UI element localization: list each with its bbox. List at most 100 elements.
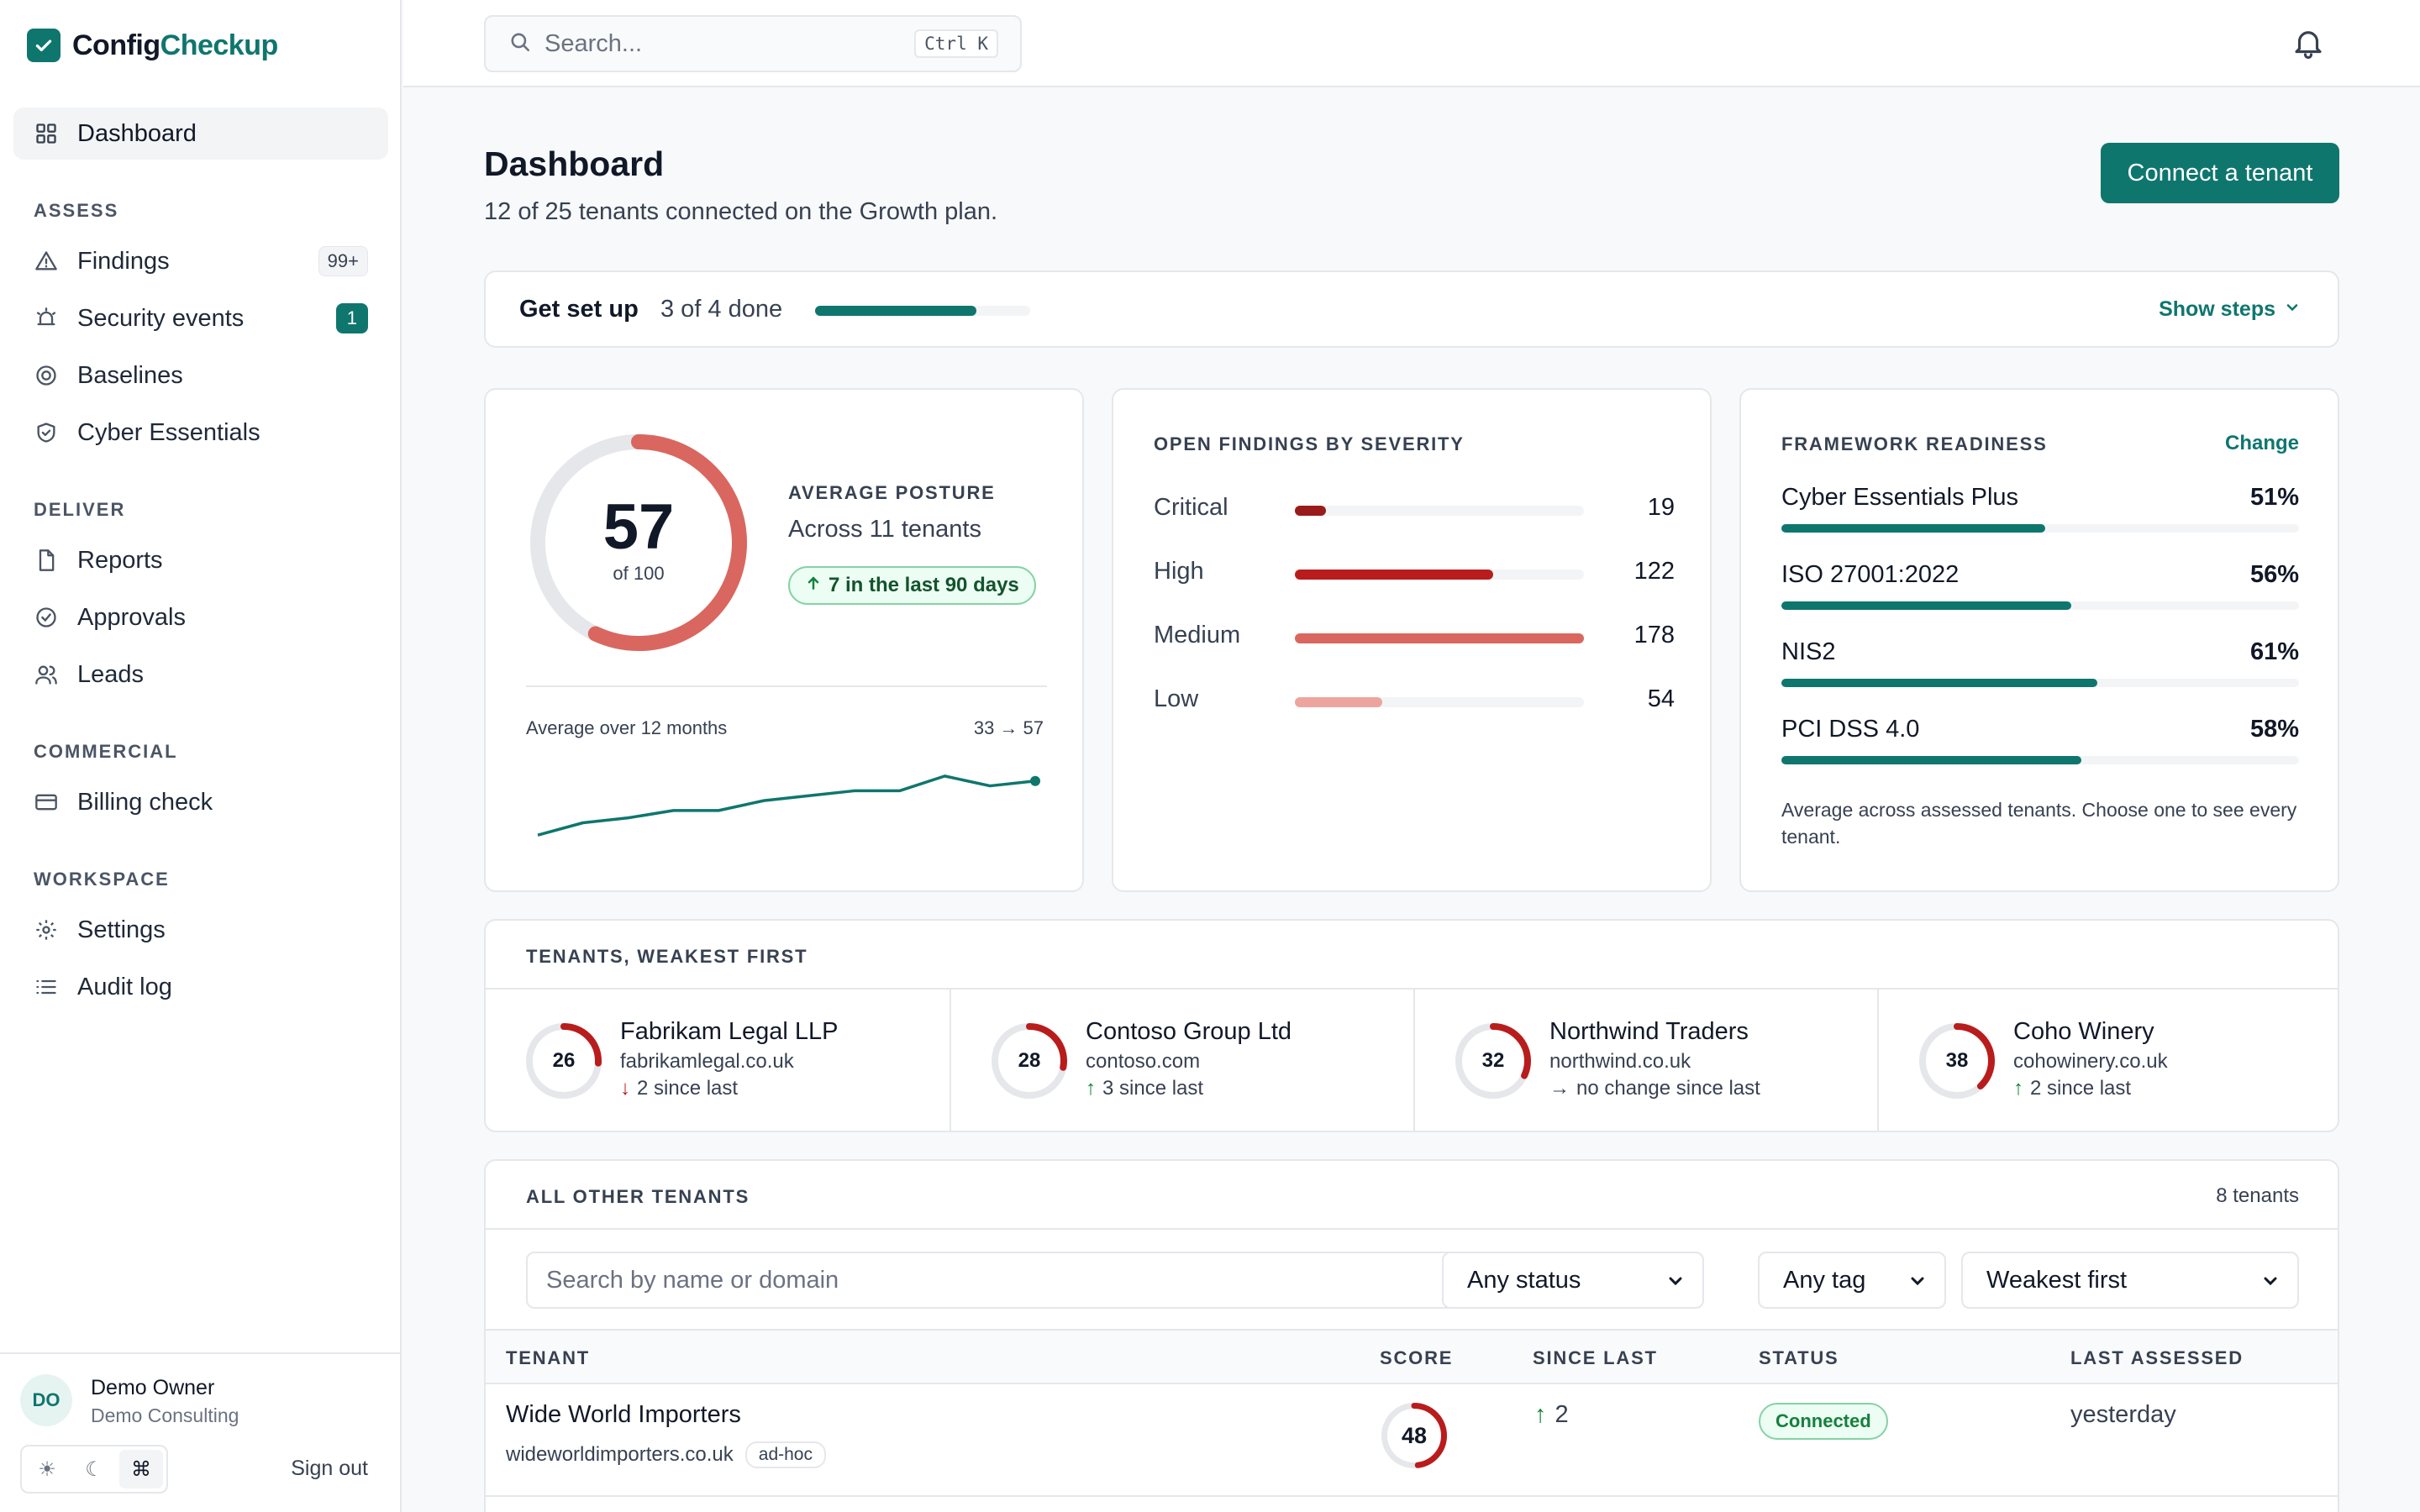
weak-tenant-card[interactable]: 26 Fabrikam Legal LLP fabrikamlegal.co.u… bbox=[486, 990, 950, 1132]
weak-tenant-card[interactable]: 32 Northwind Traders northwind.co.uk → no… bbox=[1413, 990, 1877, 1132]
target-icon bbox=[34, 363, 59, 388]
severity-bar bbox=[1295, 633, 1584, 643]
status-filter-select[interactable]: Any status bbox=[1442, 1252, 1704, 1309]
tenant-domain: northwind.co.uk bbox=[1549, 1050, 1691, 1073]
sidebar-item-cyber-essentials[interactable]: Cyber Essentials bbox=[13, 407, 388, 459]
search-shortcut: Ctrl K bbox=[914, 29, 998, 58]
global-search[interactable]: Search... Ctrl K bbox=[484, 15, 1022, 72]
tenant-score: 26 bbox=[552, 1049, 576, 1072]
sidebar-item-label: Dashboard bbox=[77, 119, 197, 147]
column-header-tenant[interactable]: TENANT bbox=[506, 1347, 591, 1368]
setup-progress-text: 3 of 4 done bbox=[660, 296, 783, 323]
tenant-delta: ↓ 2 since last bbox=[620, 1077, 738, 1100]
sidebar: ConfigCheckup Dashboard ASSESS Findings … bbox=[0, 0, 402, 1512]
severity-row-low[interactable]: Low 54 bbox=[1154, 685, 1675, 719]
tenant-delta-text: 2 since last bbox=[2030, 1077, 2132, 1100]
weakest-eyebrow: TENANTS, WEAKEST FIRST bbox=[526, 946, 808, 967]
severity-count: 19 bbox=[1647, 494, 1675, 521]
column-header-score[interactable]: SCORE bbox=[1380, 1347, 1454, 1368]
tenant-domain: wideworldimporters.co.uk bbox=[506, 1443, 734, 1466]
weak-tenant-card[interactable]: 28 Contoso Group Ltd contoso.com ↑ 3 sinc… bbox=[950, 990, 1413, 1132]
posture-history-range: 33 → 57 bbox=[973, 717, 1044, 738]
chevron-down-icon bbox=[1665, 1270, 1686, 1298]
severity-eyebrow: OPEN FINDINGS BY SEVERITY bbox=[1154, 433, 1465, 454]
framework-row[interactable]: Cyber Essentials Plus 51% bbox=[1781, 484, 2299, 538]
dark-theme-icon[interactable]: ☾ bbox=[85, 1457, 103, 1481]
tenant-score: 48 bbox=[1401, 1422, 1428, 1448]
light-theme-icon[interactable]: ☀ bbox=[38, 1457, 56, 1481]
system-theme-icon[interactable]: ⌘ bbox=[119, 1450, 163, 1488]
bell-icon[interactable] bbox=[2291, 25, 2326, 60]
sidebar-item-label: Audit log bbox=[77, 973, 172, 1000]
gear-icon bbox=[34, 917, 59, 942]
sidebar-item-findings[interactable]: Findings 99+ bbox=[13, 235, 388, 287]
column-header-last-assessed[interactable]: LAST ASSESSED bbox=[2070, 1347, 2244, 1368]
change-framework-link[interactable]: Change bbox=[2224, 432, 2299, 454]
posture-trend-badge: 7 in the last 90 days bbox=[788, 566, 1036, 605]
sidebar-item-security-events[interactable]: Security events 1 bbox=[13, 292, 388, 344]
page-title: Dashboard bbox=[484, 144, 665, 183]
severity-bar-fill bbox=[1295, 506, 1326, 516]
sidebar-item-approvals[interactable]: Approvals bbox=[13, 591, 388, 643]
sidebar-item-label: Baselines bbox=[77, 361, 183, 389]
tenant-delta: ↑ 3 since last bbox=[1086, 1077, 1203, 1100]
grid-icon bbox=[34, 121, 59, 146]
status-filter-value: Any status bbox=[1467, 1266, 1581, 1294]
framework-row[interactable]: NIS2 61% bbox=[1781, 638, 2299, 692]
framework-bar bbox=[1781, 524, 2299, 533]
severity-name: Medium bbox=[1154, 622, 1241, 648]
posture-score: 57 bbox=[602, 491, 675, 563]
severity-row-critical[interactable]: Critical 19 bbox=[1154, 494, 1675, 528]
framework-name: Cyber Essentials Plus bbox=[1781, 484, 2019, 511]
tenant-name: Fabrikam Legal LLP bbox=[620, 1018, 839, 1045]
sign-out-link[interactable]: Sign out bbox=[291, 1457, 368, 1480]
severity-row-medium[interactable]: Medium 178 bbox=[1154, 622, 1675, 655]
severity-count: 54 bbox=[1647, 685, 1675, 712]
search-placeholder: Search... bbox=[544, 29, 643, 57]
framework-percent: 51% bbox=[2249, 484, 2299, 511]
tenant-delta: ↑ 2 since last bbox=[2013, 1077, 2131, 1100]
status-badge: Connected bbox=[1759, 1403, 1888, 1440]
column-header-status[interactable]: STATUS bbox=[1759, 1347, 1839, 1368]
tenant-delta-text: no change since last bbox=[1576, 1077, 1760, 1100]
framework-bar-fill bbox=[1781, 601, 2071, 610]
tenant-delta-text: 3 since last bbox=[1102, 1077, 1204, 1100]
sidebar-item-billing-check[interactable]: Billing check bbox=[13, 776, 388, 828]
show-steps-button[interactable]: Show steps bbox=[2159, 297, 2301, 322]
tenant-search-input[interactable] bbox=[526, 1252, 1465, 1309]
avatar[interactable]: DO bbox=[20, 1374, 72, 1426]
divider bbox=[526, 685, 1047, 687]
sort-select[interactable]: Weakest first bbox=[1961, 1252, 2299, 1309]
framework-row[interactable]: ISO 27001:2022 56% bbox=[1781, 561, 2299, 615]
since-last-value: 2 bbox=[1555, 1401, 1569, 1428]
last-assessed: yesterday bbox=[2070, 1401, 2176, 1428]
connect-tenant-button[interactable]: Connect a tenant bbox=[2101, 143, 2339, 203]
sidebar-item-baselines[interactable]: Baselines bbox=[13, 349, 388, 402]
severity-row-high[interactable]: High 122 bbox=[1154, 558, 1675, 591]
findings-severity-card: OPEN FINDINGS BY SEVERITY Critical 19 Hi… bbox=[1112, 388, 1712, 892]
sidebar-item-reports[interactable]: Reports bbox=[13, 534, 388, 586]
app-logo[interactable]: ConfigCheckup bbox=[27, 29, 278, 62]
table-row[interactable]: Wide World Importers wideworldimporters.… bbox=[486, 1384, 2338, 1497]
theme-toggle: ☀ ☾ ⌘ bbox=[20, 1445, 168, 1494]
sidebar-item-leads[interactable]: Leads bbox=[13, 648, 388, 701]
page-subtitle: 12 of 25 tenants connected on the Growth… bbox=[484, 198, 998, 225]
search-icon bbox=[509, 31, 531, 57]
tenant-name: Contoso Group Ltd bbox=[1086, 1018, 1292, 1045]
severity-name: High bbox=[1154, 558, 1204, 585]
weak-tenant-card[interactable]: 38 Coho Winery cohowinery.co.uk ↑ 2 since… bbox=[1877, 990, 2341, 1132]
users-icon bbox=[34, 662, 59, 687]
sidebar-item-label: Security events bbox=[77, 304, 245, 332]
score-ring bbox=[526, 1023, 602, 1099]
column-header-since-last[interactable]: SINCE LAST bbox=[1533, 1347, 1658, 1368]
framework-name: ISO 27001:2022 bbox=[1781, 561, 1960, 588]
tenant-score: 38 bbox=[1945, 1049, 1969, 1072]
sidebar-item-dashboard[interactable]: Dashboard bbox=[13, 108, 388, 160]
arrow-up-icon bbox=[805, 574, 822, 597]
sidebar-item-audit-log[interactable]: Audit log bbox=[13, 961, 388, 1013]
tenant-tag[interactable]: ad-hoc bbox=[744, 1441, 826, 1468]
tag-filter-select[interactable]: Any tag bbox=[1758, 1252, 1946, 1309]
sidebar-item-settings[interactable]: Settings bbox=[13, 904, 388, 956]
tenant-delta: → no change since last bbox=[1549, 1077, 1760, 1100]
framework-row[interactable]: PCI DSS 4.0 58% bbox=[1781, 716, 2299, 769]
